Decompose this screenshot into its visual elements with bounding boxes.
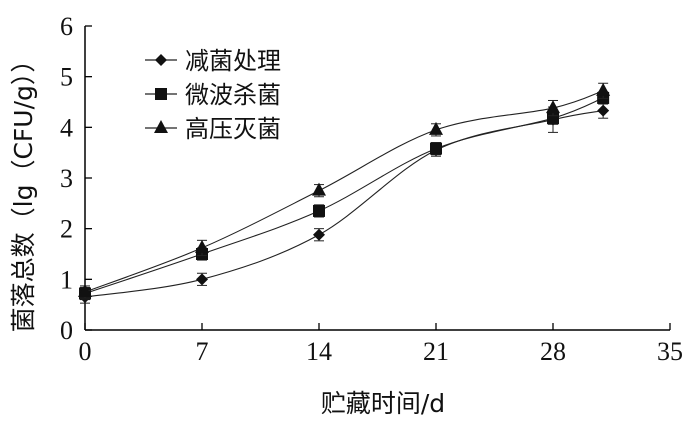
series-layer [78,82,611,304]
legend-label: 高压灭菌 [185,115,281,143]
data-point [546,100,560,114]
data-point [78,284,92,297]
legend-marker [155,54,167,66]
legend-item: 减菌处理 [145,47,281,75]
data-point [430,142,442,155]
data-point [312,182,326,196]
legend-marker [154,120,168,133]
y-tick-label: 1 [60,265,73,294]
legend-item: 高压灭菌 [145,115,281,143]
axes: 0 7 14 21 28 35 0 1 2 3 4 5 6 [60,12,683,366]
data-point [429,121,443,135]
series-line [84,110,604,298]
y-tick-label: 5 [60,63,73,92]
x-tick-label: 0 [79,337,92,366]
y-tick-label: 2 [60,215,73,244]
series-square [79,91,610,301]
legend-label: 微波杀菌 [185,81,281,109]
x-axis-title: 贮藏时间/d [321,389,445,418]
data-point [597,104,610,117]
data-point [313,228,325,241]
data-point [196,273,208,286]
series-triangle [78,82,611,299]
data-point [596,82,611,96]
y-tick-label: 3 [60,164,73,193]
legend-label: 减菌处理 [185,47,281,75]
series-diamond [79,102,610,304]
x-tick-label: 14 [306,337,332,366]
y-axis-title: 菌落总数（lg（CFU/g）） [9,48,38,333]
x-tick-label: 35 [657,337,683,366]
x-tick-label: 28 [540,337,566,366]
x-tick-label: 21 [423,337,449,366]
legend-item: 微波杀菌 [145,81,281,109]
x-tick-label: 7 [196,337,209,366]
y-tick-label: 0 [60,316,73,345]
legend-marker [155,88,167,100]
data-point [313,204,325,217]
y-tick-label: 6 [60,12,73,41]
series-line [84,90,604,293]
data-point [195,239,209,253]
y-tick-label: 4 [60,113,73,142]
